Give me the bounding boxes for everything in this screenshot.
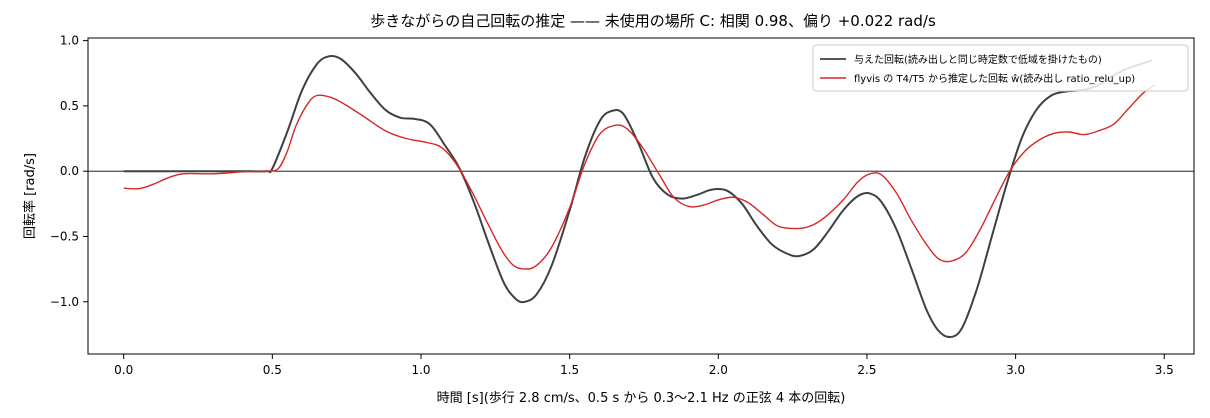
series-line-given-rotation [123, 54, 1153, 339]
x-tick-label: 3.5 [1155, 363, 1174, 377]
legend-entry-estimated-rotation: flyvis の T4/T5 から推定した回転 ŵ(読み出し ratio_rel… [854, 72, 1135, 85]
series-line-estimated-rotation [123, 84, 1156, 270]
y-tick-label: −1.0 [50, 295, 79, 309]
y-tick-label: −0.5 [50, 229, 79, 243]
x-tick-label: 2.5 [857, 363, 876, 377]
y-axis-ticks: 1.0 0.5 0.0 −0.5 −1.0 [50, 34, 88, 309]
x-tick-label: 0.5 [263, 363, 282, 377]
x-tick-label: 3.0 [1006, 363, 1025, 377]
legend-box [812, 44, 1189, 92]
x-axis-label: 時間 [s](歩行 2.8 cm/s、0.5 s から 0.3〜2.1 Hz の… [437, 390, 846, 406]
y-axis-label: 回転率 [rad/s] [22, 153, 38, 239]
y-tick-label: 1.0 [60, 34, 79, 48]
y-tick-label: 0.0 [60, 164, 79, 178]
plot-area: 0.0 0.5 1.0 1.5 2.0 2.5 3.0 3.5 1.0 0.5 0.0 −0.5 −1… [50, 34, 1195, 377]
plot-frame [87, 37, 1195, 355]
x-tick-label: 1.0 [411, 363, 430, 377]
x-axis-ticks: 0.0 0.5 1.0 1.5 2.0 2.5 3.0 3.5 [114, 354, 1174, 377]
x-tick-label: 0.0 [114, 363, 133, 377]
legend: 与えた回転(読み出しと同じ時定数で低域を掛けたもの) flyvis の T4/T… [812, 44, 1189, 92]
chart-title: 歩きながらの自己回転の推定 —— 未使用の場所 C: 相関 0.98、偏り +0… [370, 12, 936, 30]
x-tick-label: 1.5 [560, 363, 579, 377]
series-group [123, 54, 1156, 339]
y-tick-label: 0.5 [60, 99, 79, 113]
x-tick-label: 2.0 [709, 363, 728, 377]
legend-entry-given-rotation: 与えた回転(読み出しと同じ時定数で低域を掛けたもの) [854, 53, 1102, 66]
